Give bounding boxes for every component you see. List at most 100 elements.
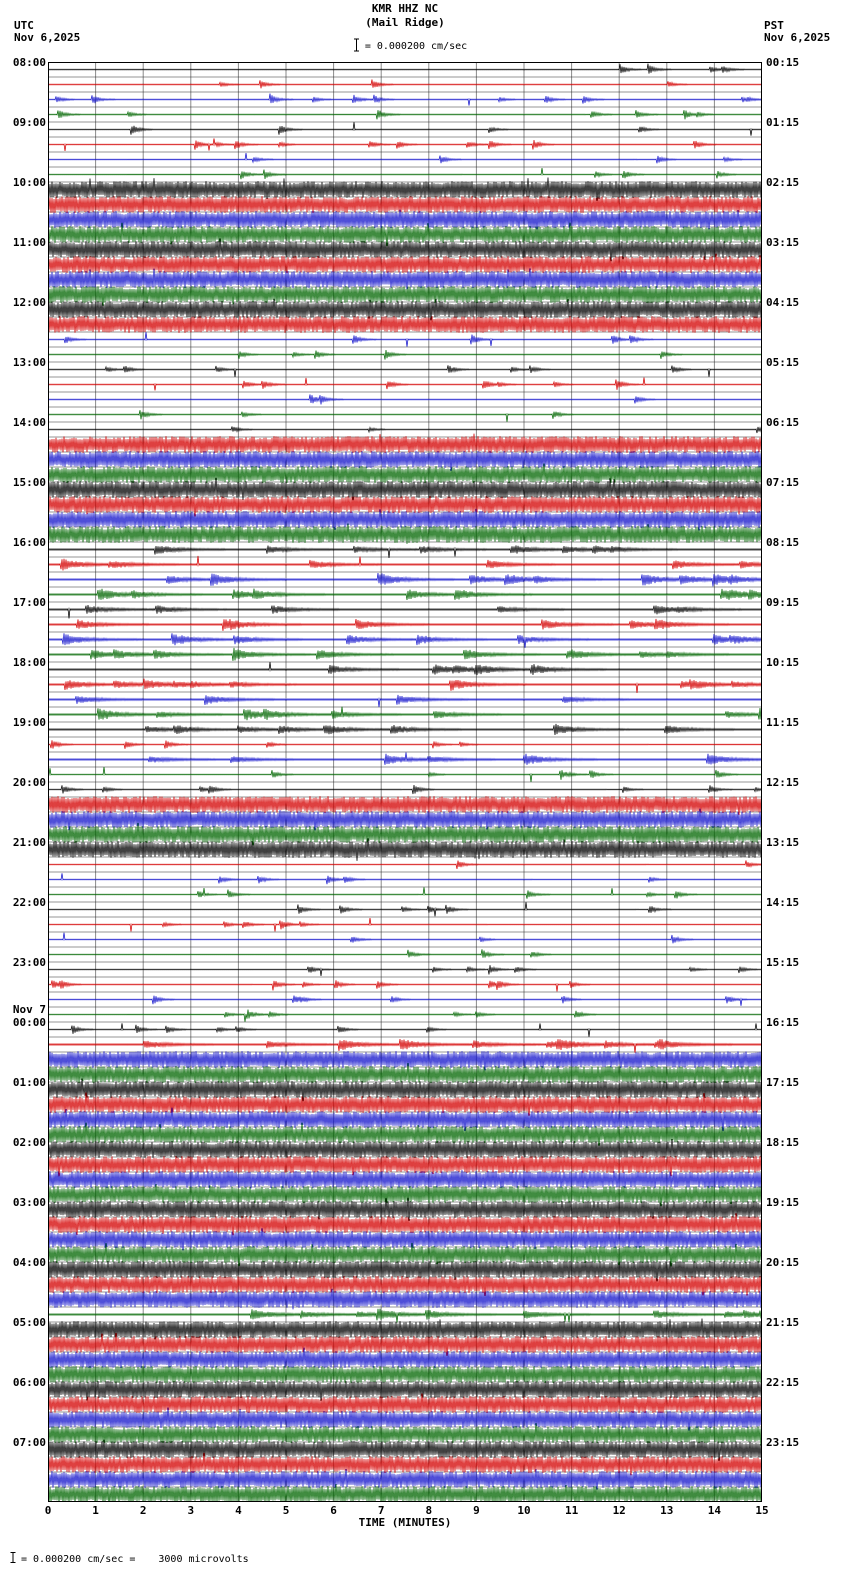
seismo-trace-row xyxy=(47,122,763,136)
x-tick-label: 14 xyxy=(707,1504,722,1517)
pst-block: PST Nov 6,2025 xyxy=(764,20,830,44)
seismo-trace-row xyxy=(47,1138,763,1158)
x-tick-label: 15 xyxy=(755,1504,769,1517)
seismo-trace-row xyxy=(47,79,763,89)
hour-label-utc: 04:00 xyxy=(12,1256,46,1269)
hour-label-utc: 17:00 xyxy=(12,596,46,609)
hour-label-pst: 23:15 xyxy=(766,1436,800,1449)
helicorder-plot xyxy=(47,62,763,1506)
seismo-trace-row xyxy=(47,965,763,976)
x-tick-label: 2 xyxy=(139,1504,147,1517)
hour-label-utc: 20:00 xyxy=(12,776,46,789)
hour-label-pst: 22:15 xyxy=(766,1376,800,1389)
seismo-trace-row xyxy=(47,1092,763,1116)
seismo-trace-row xyxy=(47,572,763,587)
hour-label-utc: 12:00 xyxy=(12,296,46,309)
seismo-trace-row xyxy=(47,980,763,992)
seismo-trace-row xyxy=(47,1228,763,1251)
seismo-trace-row xyxy=(47,1107,763,1132)
hour-label-utc: 05:00 xyxy=(12,1316,46,1329)
hour-label-utc: 11:00 xyxy=(12,236,46,249)
x-tick-label: 13 xyxy=(660,1504,674,1517)
x-tick-label: 4 xyxy=(235,1504,242,1517)
seismo-trace-row xyxy=(47,93,763,106)
seismo-trace-row xyxy=(47,918,763,932)
hour-label-pst: 10:15 xyxy=(766,656,800,669)
seismo-trace-row xyxy=(47,238,763,262)
hour-label-pst: 06:15 xyxy=(766,416,800,429)
station-title: KMR HHZ NC xyxy=(371,2,439,15)
hour-label-utc: 10:00 xyxy=(12,176,46,189)
seismo-trace-row xyxy=(47,1347,763,1368)
seismo-trace-row xyxy=(47,1407,763,1431)
seismo-trace-row xyxy=(47,426,763,434)
hour-label-utc: 13:00 xyxy=(12,356,46,369)
seismo-trace-row xyxy=(47,995,763,1006)
seismo-trace-row xyxy=(47,796,763,815)
seismo-trace-row xyxy=(47,196,763,213)
hour-label-pst: 01:15 xyxy=(766,116,800,129)
seismo-trace-row xyxy=(47,647,763,661)
footer-scale-note: = 0.000200 cm/sec = 3000 microvolts xyxy=(10,1552,249,1566)
seismo-trace-row xyxy=(47,433,763,453)
seismo-trace-row xyxy=(47,209,763,230)
hour-label-pst: 00:15 xyxy=(766,56,800,69)
hour-label-utc: 15:00 xyxy=(12,476,46,489)
seismo-trace-row xyxy=(47,253,763,273)
seismo-trace-row xyxy=(47,1381,763,1401)
seismo-trace-row xyxy=(47,723,763,736)
seismo-trace-row xyxy=(47,168,763,180)
x-tick-label: 9 xyxy=(473,1504,480,1517)
hour-label-pst: 09:15 xyxy=(766,596,800,609)
seismo-trace-row xyxy=(47,588,763,600)
hour-label-pst: 03:15 xyxy=(766,236,800,249)
seismo-trace-row xyxy=(47,1261,763,1282)
seismo-trace-row xyxy=(47,1009,763,1022)
hour-label-pst: 04:15 xyxy=(766,296,800,309)
seismo-trace-row xyxy=(47,508,763,531)
seismo-trace-row xyxy=(47,633,763,648)
seismo-trace-row xyxy=(47,463,763,483)
hour-label-pst: 12:15 xyxy=(766,776,800,789)
scale-label: = 0.000200 cm/sec xyxy=(364,41,468,52)
hour-label-pst: 19:15 xyxy=(766,1196,800,1209)
seismo-trace-row xyxy=(47,222,763,247)
hour-label-pst: 13:15 xyxy=(766,836,800,849)
seismo-trace-row xyxy=(47,138,763,152)
timezone-left-label: UTC xyxy=(14,19,34,32)
hour-label-utc: 19:00 xyxy=(12,716,46,729)
date-rollover-label: Nov 7 xyxy=(12,1003,46,1016)
x-tick-label: 5 xyxy=(282,1504,290,1517)
hour-label-utc: 18:00 xyxy=(12,656,46,669)
seismo-trace-row xyxy=(47,110,763,120)
seismo-trace-row xyxy=(47,678,763,693)
hour-label-pst: 05:15 xyxy=(766,356,800,369)
seismo-trace-row xyxy=(47,1051,763,1071)
hour-label-utc: 03:00 xyxy=(12,1196,46,1209)
seismo-trace-row xyxy=(47,752,763,765)
seismo-trace-row xyxy=(47,838,763,861)
seismo-trace-row xyxy=(47,1393,763,1413)
hour-label-utc: 01:00 xyxy=(12,1076,46,1089)
hour-label-pst: 18:15 xyxy=(766,1136,800,1149)
station-location: (Mail Ridge) xyxy=(365,16,445,29)
seismo-trace-row xyxy=(47,1078,763,1102)
x-tick-label: 6 xyxy=(330,1504,337,1517)
x-tick-label: 11 xyxy=(564,1504,579,1517)
seismo-trace-row xyxy=(47,767,763,782)
x-tick-label: 0 xyxy=(44,1504,52,1517)
seismo-trace-row xyxy=(47,604,763,619)
seismo-trace-row xyxy=(47,1184,763,1207)
seismo-trace-row xyxy=(47,496,763,517)
hour-label-pst: 16:15 xyxy=(766,1016,800,1029)
seismo-trace-row xyxy=(47,268,763,290)
footer-scale-bar-icon xyxy=(10,1552,16,1566)
hour-label-utc: 21:00 xyxy=(12,836,46,849)
hour-label-utc: 23:00 xyxy=(12,956,46,969)
x-axis-title: TIME (MINUTES) xyxy=(358,1516,452,1529)
seismo-trace-row xyxy=(47,949,763,958)
hour-label-utc: 00:00 xyxy=(12,1016,46,1029)
date-left-label: Nov 6,2025 xyxy=(14,31,81,44)
seismo-trace-row xyxy=(47,451,763,471)
